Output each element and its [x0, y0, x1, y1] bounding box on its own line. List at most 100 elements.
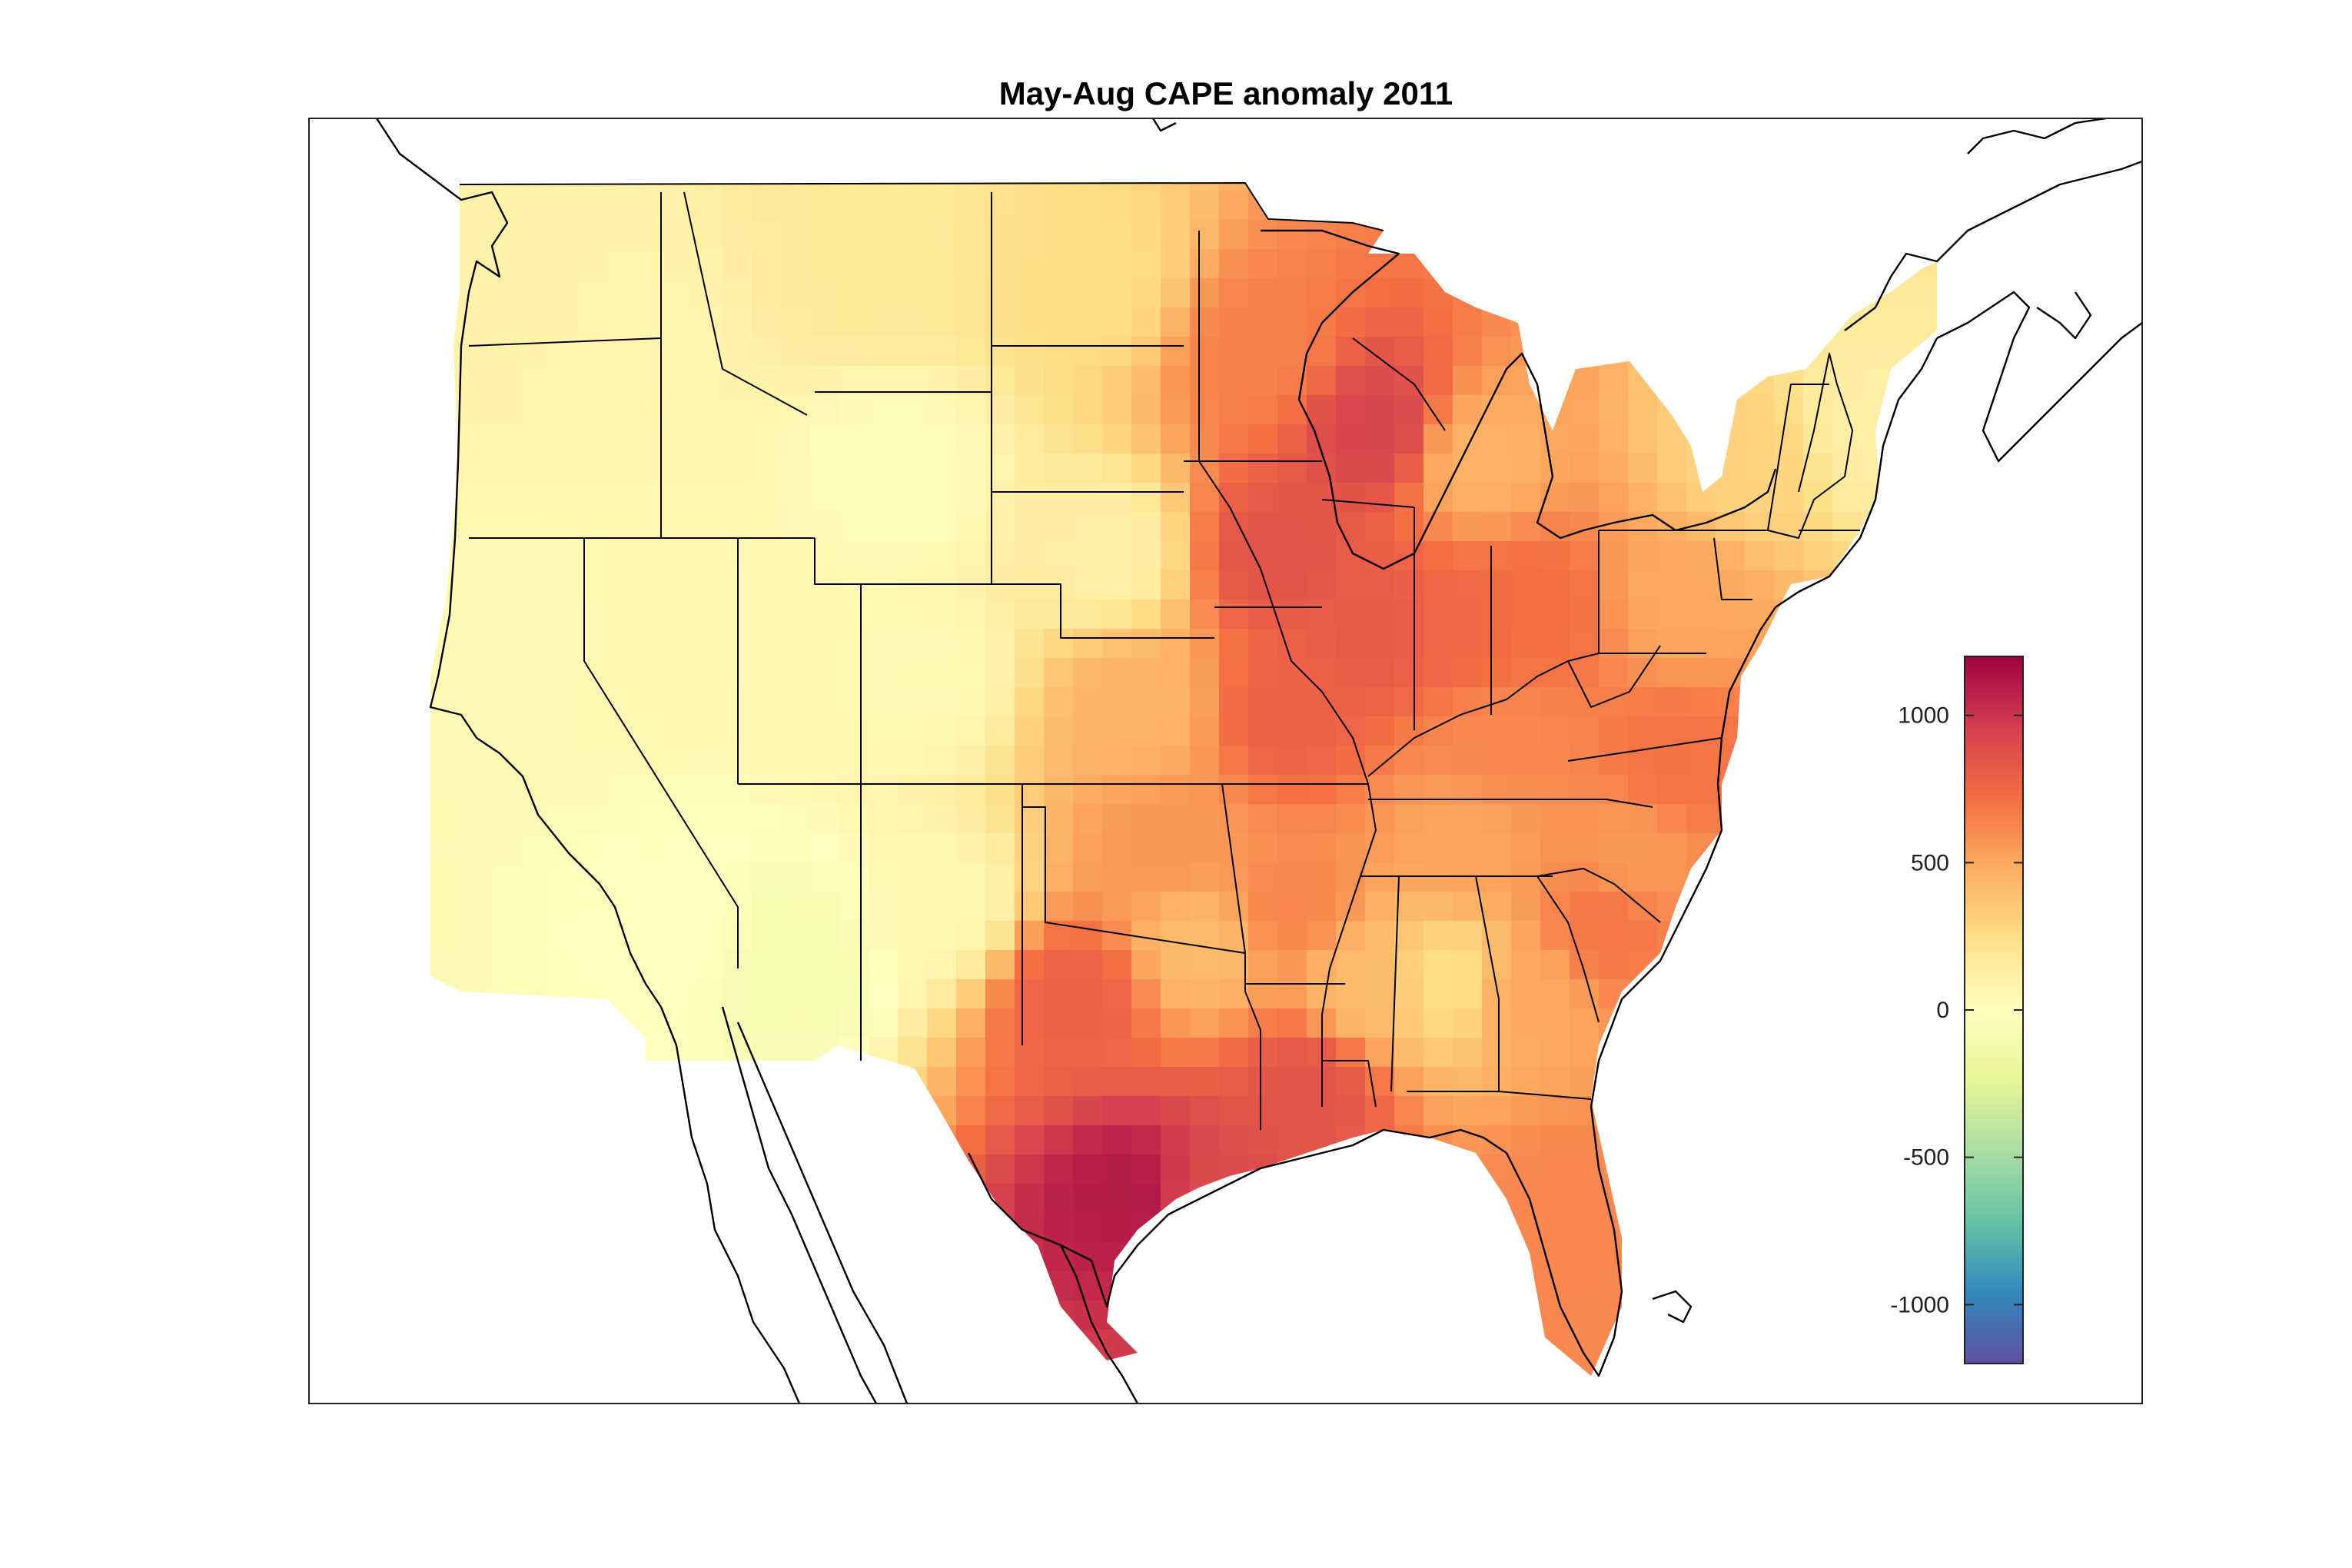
anomaly-cell	[1044, 687, 1074, 717]
anomaly-cell	[547, 921, 577, 951]
anomaly-cell	[1102, 804, 1132, 834]
anomaly-cell	[810, 892, 840, 922]
anomaly-cell	[781, 453, 811, 483]
anomaly-cell	[1277, 570, 1307, 600]
anomaly-cell	[869, 337, 899, 367]
anomaly-cell	[460, 892, 490, 922]
anomaly-cell	[1716, 658, 1746, 688]
anomaly-cell	[781, 278, 811, 308]
anomaly-cell	[898, 249, 928, 279]
anomaly-cell	[1657, 716, 1687, 746]
anomaly-cell	[1832, 366, 1862, 396]
anomaly-cell	[606, 629, 636, 659]
anomaly-cell	[810, 453, 840, 483]
anomaly-cell	[839, 249, 869, 279]
anomaly-cell	[1277, 307, 1307, 337]
anomaly-cell	[1161, 307, 1191, 337]
anomaly-cell	[1482, 804, 1512, 834]
anomaly-cell	[898, 337, 928, 367]
anomaly-cell	[723, 424, 752, 454]
anomaly-cell	[1423, 892, 1453, 922]
border-wi-il	[1321, 499, 1415, 508]
anomaly-cell	[1365, 1008, 1395, 1038]
anomaly-cell	[1277, 424, 1307, 454]
anomaly-cell	[635, 453, 665, 483]
anomaly-cell	[927, 366, 957, 396]
anomaly-cell	[1190, 483, 1220, 513]
anomaly-cell	[810, 183, 840, 191]
anomaly-cell	[1161, 833, 1191, 863]
anomaly-cell	[1803, 424, 1833, 454]
anomaly-cell	[1044, 453, 1074, 483]
anomaly-cell	[1423, 950, 1453, 980]
anomaly-cell	[898, 1008, 928, 1038]
anomaly-cell	[1248, 921, 1278, 951]
anomaly-cell	[956, 337, 986, 367]
anomaly-cell	[606, 746, 636, 776]
anomaly-cell	[898, 658, 928, 688]
border-ga-sc	[1536, 875, 1600, 1023]
anomaly-cell	[956, 1067, 986, 1097]
anomaly-cell	[460, 278, 490, 308]
anomaly-cell	[1161, 600, 1191, 630]
anomaly-cell	[1423, 1038, 1453, 1068]
anomaly-cell	[1248, 1008, 1278, 1038]
anomaly-cell	[985, 804, 1015, 834]
anomaly-cell	[985, 570, 1015, 600]
anomaly-cell	[1307, 395, 1337, 425]
anomaly-cell	[1190, 1038, 1220, 1068]
anomaly-cell	[693, 512, 723, 542]
anomaly-cell	[1511, 424, 1541, 454]
anomaly-cell	[1015, 395, 1045, 425]
anomaly-cell	[956, 716, 986, 746]
anomaly-cell	[839, 1008, 869, 1038]
anomaly-cell	[1657, 512, 1687, 542]
anomaly-cell	[1073, 541, 1103, 571]
anomaly-cell	[460, 629, 490, 659]
anomaly-cell	[898, 979, 928, 1009]
anomaly-cell	[1686, 541, 1716, 571]
anomaly-cell	[898, 629, 928, 659]
anomaly-cell	[1219, 278, 1249, 308]
anomaly-cell	[664, 541, 694, 571]
anomaly-cell	[518, 950, 548, 980]
anomaly-cell	[898, 804, 928, 834]
anomaly-cell	[489, 892, 519, 922]
anomaly-cell	[985, 979, 1015, 1009]
anomaly-cell	[1073, 1301, 1103, 1330]
anomaly-cell	[547, 658, 577, 688]
anomaly-cell	[518, 833, 548, 863]
anomaly-cell	[460, 833, 490, 863]
anomaly-cell	[869, 775, 899, 805]
anomaly-cell	[1482, 337, 1512, 367]
border-va-nc	[1567, 737, 1722, 762]
anomaly-cell	[1365, 307, 1395, 337]
anomaly-cell	[781, 1008, 811, 1038]
anomaly-cell	[1131, 483, 1161, 513]
anomaly-cell	[606, 512, 636, 542]
anomaly-cell	[1219, 629, 1249, 659]
anomaly-cell	[723, 191, 752, 221]
anomaly-cell	[1511, 687, 1541, 717]
anomaly-cell	[1745, 570, 1775, 600]
anomaly-cell	[1190, 541, 1220, 571]
anomaly-cell	[1423, 746, 1453, 776]
anomaly-cell	[1599, 746, 1629, 776]
anomaly-cell	[956, 278, 986, 308]
anomaly-cell	[547, 687, 577, 717]
colorbar-ticks: 1000 500 0 -500 -1000	[1890, 703, 2023, 1317]
anomaly-cell	[460, 220, 490, 250]
anomaly-cell	[1131, 278, 1161, 308]
anomaly-cell	[839, 716, 869, 746]
anomaly-cell	[1277, 541, 1307, 571]
anomaly-cell	[1073, 629, 1103, 659]
anomaly-cell	[1336, 600, 1366, 630]
anomaly-cell	[1570, 687, 1600, 717]
anomaly-cell	[1686, 570, 1716, 600]
anomaly-cell	[781, 687, 811, 717]
anomaly-cell	[606, 278, 636, 308]
anomaly-cell	[1336, 629, 1366, 659]
anomaly-cell	[1248, 716, 1278, 746]
anomaly-cell	[898, 453, 928, 483]
anomaly-cell	[1716, 483, 1746, 513]
